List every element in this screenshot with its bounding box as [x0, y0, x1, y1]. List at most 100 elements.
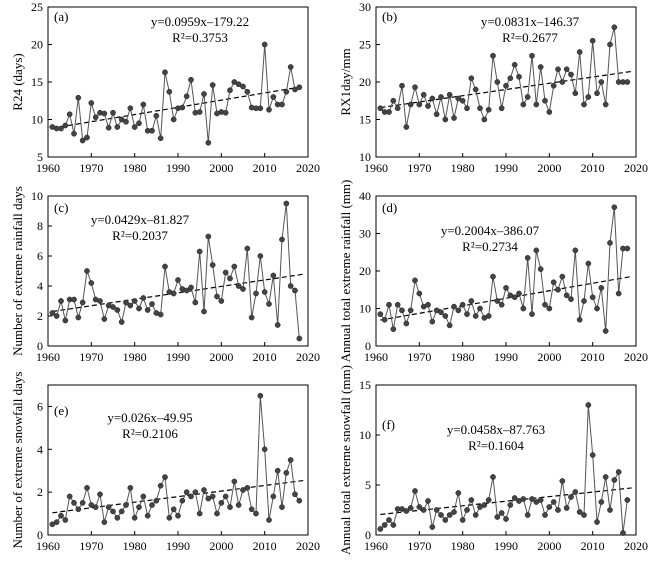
- data-point: [416, 101, 423, 108]
- data-point: [537, 64, 544, 70]
- data-point: [140, 295, 147, 301]
- data-point: [516, 73, 522, 80]
- data-point: [507, 75, 514, 82]
- data-point: [555, 286, 561, 293]
- data-point: [279, 504, 285, 510]
- data-point: [71, 500, 77, 506]
- data-point: [62, 122, 69, 129]
- data-point: [170, 506, 177, 513]
- chart-panel-4: 1960 1970 1980 1990 2000 2010 2020 0 10 20 30 40 Ann…: [338, 180, 648, 364]
- data-point: [576, 316, 583, 323]
- y-tick-label: 4: [37, 279, 43, 293]
- y-tick-label: 20: [31, 38, 43, 52]
- data-point: [390, 522, 397, 528]
- data-point: [157, 311, 164, 318]
- x-tick-label: 1980: [451, 161, 475, 175]
- data-point: [433, 507, 440, 513]
- data-point: [92, 504, 99, 510]
- data-point: [201, 487, 207, 493]
- data-point: [279, 236, 285, 243]
- x-tick-label: 1960: [364, 539, 388, 553]
- data-point: [550, 499, 557, 505]
- data-point: [71, 296, 77, 303]
- trend-line: [380, 275, 632, 321]
- y-axis-label: Number of extreme rainfall days: [10, 186, 25, 356]
- data-point: [451, 509, 457, 515]
- data-point: [127, 105, 134, 112]
- data-point: [464, 311, 470, 317]
- data-point: [127, 485, 134, 491]
- data-point: [381, 522, 388, 528]
- trend-line: [52, 479, 304, 514]
- x-tick-label: 1990: [166, 539, 190, 553]
- data-point: [503, 285, 509, 291]
- x-tick-label: 1990: [166, 161, 190, 175]
- data-point: [511, 495, 518, 501]
- data-point: [118, 508, 125, 515]
- data-point: [429, 95, 436, 102]
- data-point: [459, 97, 466, 104]
- data-point: [585, 402, 592, 408]
- data-point: [183, 287, 190, 294]
- data-point: [97, 298, 103, 304]
- data-point: [377, 311, 384, 317]
- y-tick-label: 10: [31, 189, 43, 203]
- data-point: [101, 519, 108, 525]
- data-point: [425, 301, 431, 308]
- data-point: [407, 307, 414, 314]
- data-point: [420, 91, 427, 98]
- data-point: [498, 105, 505, 112]
- data-point: [386, 301, 392, 308]
- data-point: [188, 76, 194, 83]
- data-point: [451, 115, 457, 121]
- data-point: [162, 69, 168, 76]
- data-point: [261, 446, 268, 453]
- data-point: [205, 139, 212, 146]
- data-point: [537, 266, 544, 272]
- data-point: [607, 507, 613, 513]
- data-point: [598, 499, 605, 505]
- data-point: [572, 90, 579, 97]
- data-point: [520, 101, 527, 108]
- trend-line: [52, 273, 304, 313]
- x-tick-label: 2020: [624, 350, 648, 364]
- x-tick-label: 1970: [79, 350, 103, 364]
- data-point: [244, 485, 251, 491]
- data-point: [511, 61, 518, 68]
- data-point: [166, 88, 173, 95]
- data-point: [110, 109, 116, 116]
- data-point: [257, 392, 264, 399]
- data-point: [58, 298, 64, 304]
- data-point: [66, 111, 73, 118]
- data-point: [175, 277, 181, 283]
- chart-panel-5: 1960 1970 1980 1990 2000 2010 2020 0 2 4 6 Number o…: [10, 372, 320, 553]
- data-point: [472, 313, 479, 319]
- data-point: [598, 79, 605, 85]
- data-point: [131, 515, 138, 521]
- data-point: [296, 497, 303, 504]
- data-point: [403, 320, 410, 327]
- panel-label: (c): [54, 200, 68, 215]
- data-point: [244, 245, 251, 252]
- data-point: [227, 275, 233, 282]
- x-tick-label: 2000: [537, 161, 561, 175]
- data-point: [485, 313, 492, 319]
- data-point: [270, 272, 277, 279]
- data-point: [572, 247, 579, 254]
- data-point: [546, 305, 553, 312]
- data-point: [533, 247, 540, 254]
- data-point: [390, 97, 397, 104]
- data-point: [235, 283, 242, 289]
- data-point: [149, 502, 155, 508]
- data-point: [481, 116, 488, 123]
- data-point: [520, 305, 527, 312]
- data-point: [144, 512, 151, 519]
- data-point: [490, 474, 496, 480]
- x-tick-label: 2000: [537, 350, 561, 364]
- data-point: [442, 313, 449, 319]
- data-point: [58, 512, 64, 519]
- data-point: [490, 273, 496, 280]
- y-tick-label: 25: [31, 0, 43, 14]
- data-point: [542, 301, 548, 308]
- x-tick-label: 1960: [36, 350, 60, 364]
